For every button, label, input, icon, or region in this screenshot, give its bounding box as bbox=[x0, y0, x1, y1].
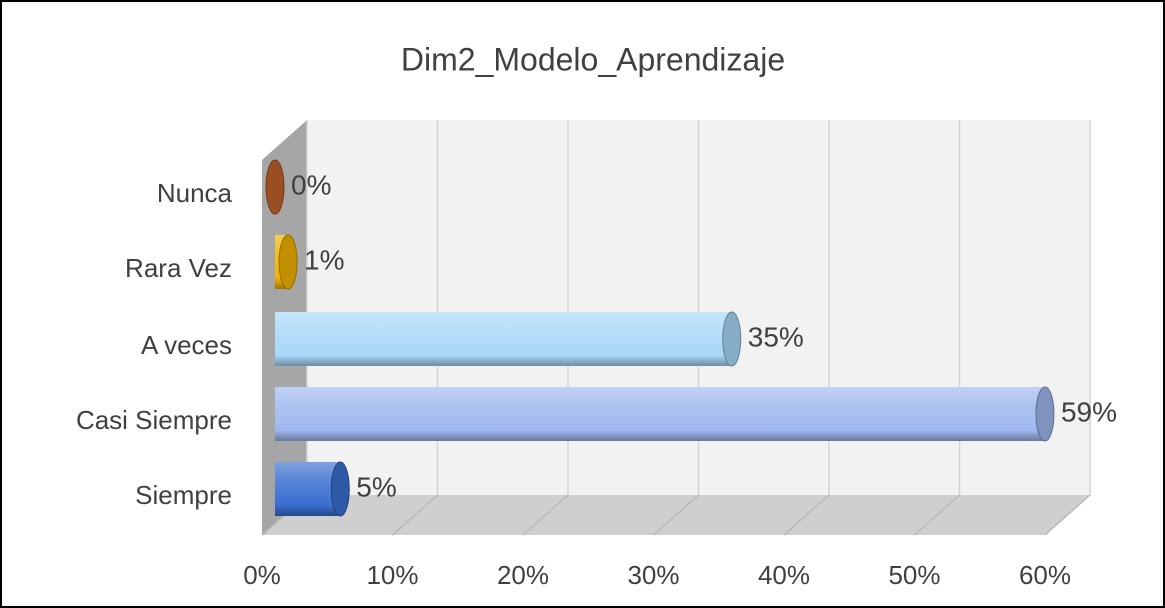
bar-cap bbox=[278, 234, 298, 290]
floor-grid-line bbox=[522, 494, 569, 536]
bar bbox=[275, 387, 1045, 441]
chart-title: Dim2_Modelo_Aprendizaje bbox=[401, 41, 785, 77]
x-tick-label: 50% bbox=[888, 560, 940, 590]
y-tick-label: Casi Siempre bbox=[76, 405, 232, 435]
y-tick-label: Nunca bbox=[157, 178, 233, 208]
bar-cap bbox=[722, 311, 742, 367]
floor-grid-line bbox=[1044, 494, 1091, 536]
floor-grid-line bbox=[392, 494, 438, 536]
value-label: 59% bbox=[1061, 396, 1117, 427]
x-tick-label: 20% bbox=[497, 560, 549, 590]
value-label: 5% bbox=[356, 471, 396, 502]
bar bbox=[275, 312, 732, 366]
x-tick-label: 60% bbox=[1019, 560, 1071, 590]
bars: 0% 1% 35% 59% 5% bbox=[265, 159, 1117, 517]
value-label: 1% bbox=[304, 244, 344, 275]
bar-cap bbox=[265, 159, 285, 215]
y-tick-label: A veces bbox=[141, 330, 232, 360]
bar bbox=[275, 462, 341, 516]
x-tick-label: 10% bbox=[366, 560, 418, 590]
x-tick-label: 40% bbox=[758, 560, 810, 590]
value-label: 35% bbox=[748, 321, 804, 352]
y-tick-label: Rara Vez bbox=[125, 253, 232, 283]
floor-grid-line bbox=[653, 494, 699, 536]
value-label: 0% bbox=[291, 169, 331, 200]
y-tick-label: Siempre bbox=[135, 480, 232, 510]
bar-cap bbox=[1035, 386, 1055, 442]
x-tick-label: 0% bbox=[243, 560, 281, 590]
bar-cap bbox=[330, 461, 350, 517]
floor-grid-line bbox=[914, 494, 960, 536]
floor-grid-line bbox=[783, 494, 830, 536]
x-tick-label: 30% bbox=[627, 560, 679, 590]
